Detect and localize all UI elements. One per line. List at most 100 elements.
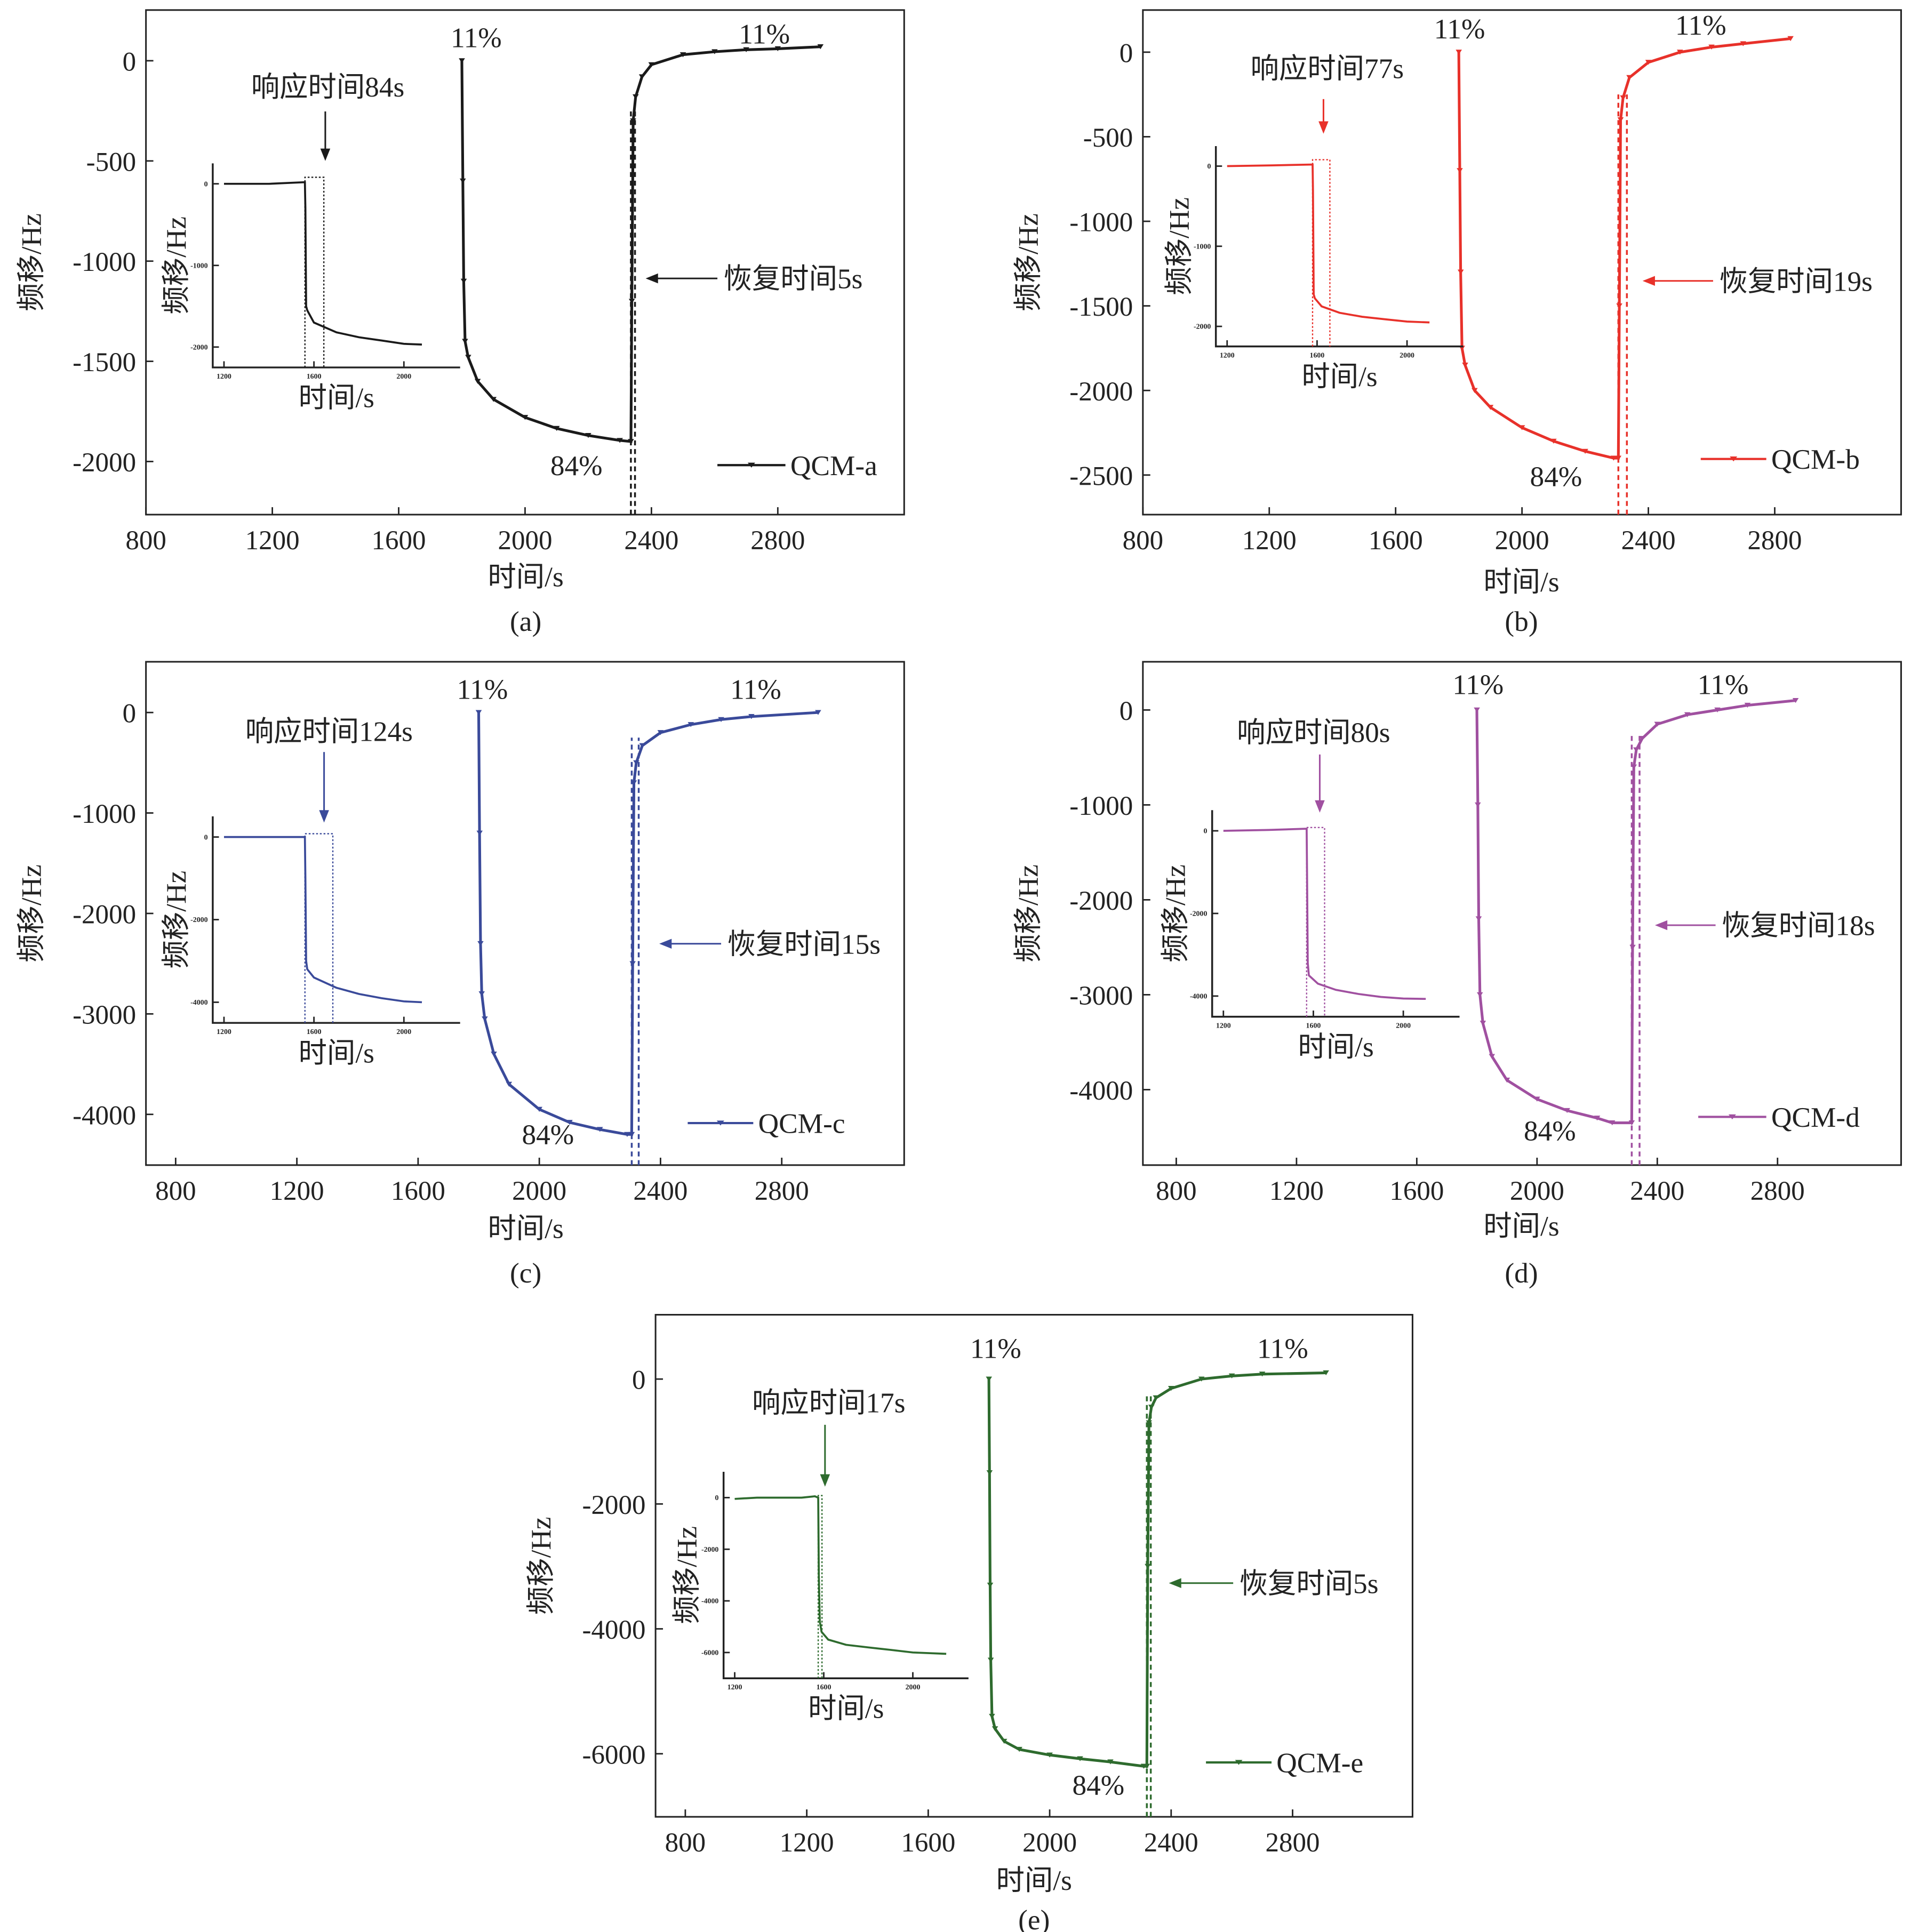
data-point [1639, 736, 1645, 741]
y-tick-label: -2000 [73, 900, 136, 929]
inset-axes [212, 163, 460, 368]
arrow-head-icon [1315, 800, 1325, 813]
x-tick-label: 2000 [512, 1176, 566, 1206]
data-point [630, 780, 637, 785]
data-point [459, 58, 465, 63]
data-point [1787, 36, 1794, 42]
response-time-label: 响应时间84s [251, 71, 404, 103]
x-tick-label: 800 [1123, 526, 1164, 556]
inset-y-axis-label: 频移/Hz [1163, 197, 1195, 295]
y-tick-label: -2000 [582, 1490, 646, 1520]
inset-series-line [223, 181, 422, 346]
inset-y-tick-label: -4000 [1190, 992, 1207, 1000]
humidity-label-high: 11% [1675, 9, 1726, 41]
x-tick-label: 1600 [1389, 1176, 1444, 1206]
y-tick-label: -1000 [1069, 208, 1133, 238]
data-point [657, 730, 664, 735]
y-tick-label: -1500 [1069, 292, 1133, 322]
series-line [1457, 37, 1791, 460]
y-axis-label: 频移/Hz [1012, 864, 1044, 963]
inset-y-axis-label: 频移/Hz [1160, 864, 1192, 963]
data-point [1001, 1738, 1008, 1744]
x-tick-label: 2000 [1510, 1176, 1564, 1206]
inset-series-line [223, 836, 422, 1004]
arrow-head-icon [1318, 121, 1329, 134]
data-point [1016, 1746, 1022, 1752]
data-point [1714, 707, 1721, 713]
data-point [465, 355, 471, 360]
data-point [639, 743, 646, 748]
data-point [718, 717, 724, 722]
x-tick-label: 1200 [270, 1176, 324, 1206]
data-point [1629, 944, 1636, 950]
x-tick-label: 2000 [498, 526, 552, 556]
data-point [1594, 1116, 1601, 1121]
recovery-time-label: 恢复时间19s [1720, 265, 1873, 297]
data-point [629, 961, 636, 966]
data-point [536, 1107, 542, 1112]
inset-y-axis-label: 频移/Hz [160, 871, 192, 969]
legend-label: QCM-e [1276, 1747, 1363, 1779]
arrow-head-icon [319, 810, 329, 823]
x-tick-label: 800 [1156, 1176, 1197, 1206]
data-point [1708, 44, 1715, 50]
data-point [630, 118, 636, 124]
data-point [1630, 764, 1637, 769]
inset-x-tick-label: 1200 [217, 1028, 231, 1036]
inset-x-tick-label: 2000 [906, 1684, 921, 1691]
inset-x-axis-label: 时间/s [808, 1693, 884, 1725]
inset-x-tick-label: 1600 [817, 1684, 831, 1691]
x-tick-label: 1200 [1269, 1176, 1324, 1206]
y-tick-label: -3000 [1069, 981, 1133, 1011]
data-point [617, 438, 623, 443]
x-tick-label: 2400 [633, 1176, 687, 1206]
inset-y-tick-label: 0 [715, 1494, 718, 1502]
inset-y-tick-label: -1000 [1194, 243, 1211, 251]
data-point [1456, 50, 1462, 55]
inset-axes [212, 816, 460, 1024]
data-point [1677, 50, 1683, 55]
legend-marker-icon [1730, 456, 1738, 462]
data-point [815, 710, 821, 715]
response-time-marker [1312, 159, 1331, 347]
series-line [477, 711, 819, 1136]
inset-x-tick-label: 1200 [1220, 352, 1235, 360]
data-point [1564, 1108, 1570, 1113]
inset-x-tick-label: 2000 [396, 1028, 411, 1036]
inset-y-tick-label: -2000 [1190, 910, 1207, 918]
legend-label: QCM-c [758, 1108, 845, 1140]
arrow-head-icon [659, 939, 672, 949]
data-point [1617, 117, 1624, 123]
x-tick-label: 2400 [1630, 1176, 1684, 1206]
x-tick-label: 2400 [1621, 526, 1676, 556]
data-point [477, 941, 484, 947]
data-point [1684, 712, 1691, 717]
inset-chart: 1200 1600 2000 0 -1000 -2000 时间/s 频移/Hz [1163, 146, 1464, 392]
data-point [638, 74, 645, 79]
y-tick-label: -1000 [73, 247, 136, 277]
legend-label: QCM-b [1771, 443, 1860, 475]
response-time-label: 响应时间77s [1251, 52, 1404, 84]
data-point [648, 62, 655, 68]
inset-y-tick-label: 0 [204, 180, 208, 188]
y-tick-label: 0 [632, 1366, 646, 1396]
data-point [1740, 41, 1747, 46]
data-point [1616, 303, 1622, 309]
legend-marker-icon [1235, 1760, 1243, 1765]
x-tick-label: 2400 [1144, 1828, 1198, 1858]
data-point [1148, 1405, 1155, 1410]
inset-y-tick-label: -1000 [190, 262, 207, 270]
humidity-label-low: 84% [522, 1118, 574, 1150]
x-tick-label: 2800 [755, 1176, 809, 1206]
data-point [1654, 722, 1661, 727]
data-point [992, 1726, 998, 1731]
x-tick-label: 2800 [1750, 1176, 1805, 1206]
data-point [1610, 455, 1617, 461]
data-point [632, 94, 639, 100]
data-point [1462, 362, 1468, 368]
inset-x-tick-label: 1200 [727, 1684, 742, 1691]
response-time-marker [304, 833, 334, 1023]
y-tick-label: -1000 [73, 799, 136, 829]
data-point [987, 1657, 994, 1663]
y-tick-label: 0 [123, 47, 137, 77]
